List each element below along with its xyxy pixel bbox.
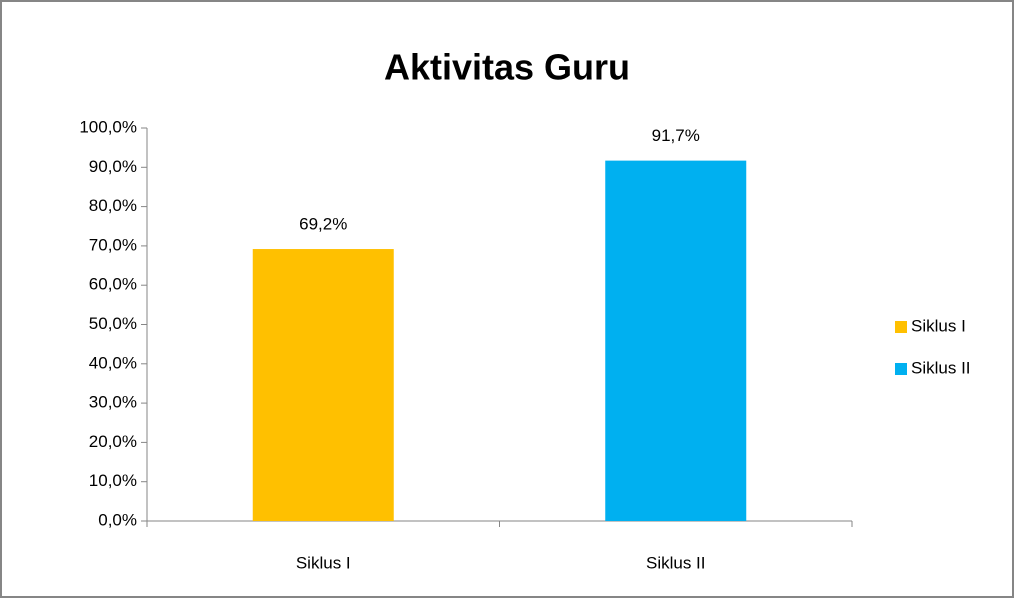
chart-title: Aktivitas Guru	[384, 47, 630, 88]
value-label: 69,2%	[299, 215, 347, 234]
y-tick-label: 10,0%	[89, 471, 137, 490]
y-tick-label: 90,0%	[89, 157, 137, 176]
x-tick-label: Siklus I	[296, 553, 351, 572]
legend-swatch	[895, 363, 907, 375]
legend-label: Siklus I	[911, 316, 966, 335]
legend-swatch	[895, 321, 907, 333]
y-tick-label: 50,0%	[89, 314, 137, 333]
y-tick-label: 0,0%	[98, 510, 137, 529]
y-tick-label: 60,0%	[89, 275, 137, 294]
y-tick-label: 100,0%	[79, 117, 137, 136]
y-tick-label: 80,0%	[89, 196, 137, 215]
bar	[605, 160, 747, 521]
y-tick-label: 30,0%	[89, 393, 137, 412]
value-label: 91,7%	[652, 126, 700, 145]
legend-label: Siklus II	[911, 358, 971, 377]
x-tick-label: Siklus II	[646, 553, 706, 572]
bar	[252, 249, 394, 521]
y-tick-label: 40,0%	[89, 353, 137, 372]
y-tick-label: 20,0%	[89, 432, 137, 451]
y-tick-label: 70,0%	[89, 235, 137, 254]
